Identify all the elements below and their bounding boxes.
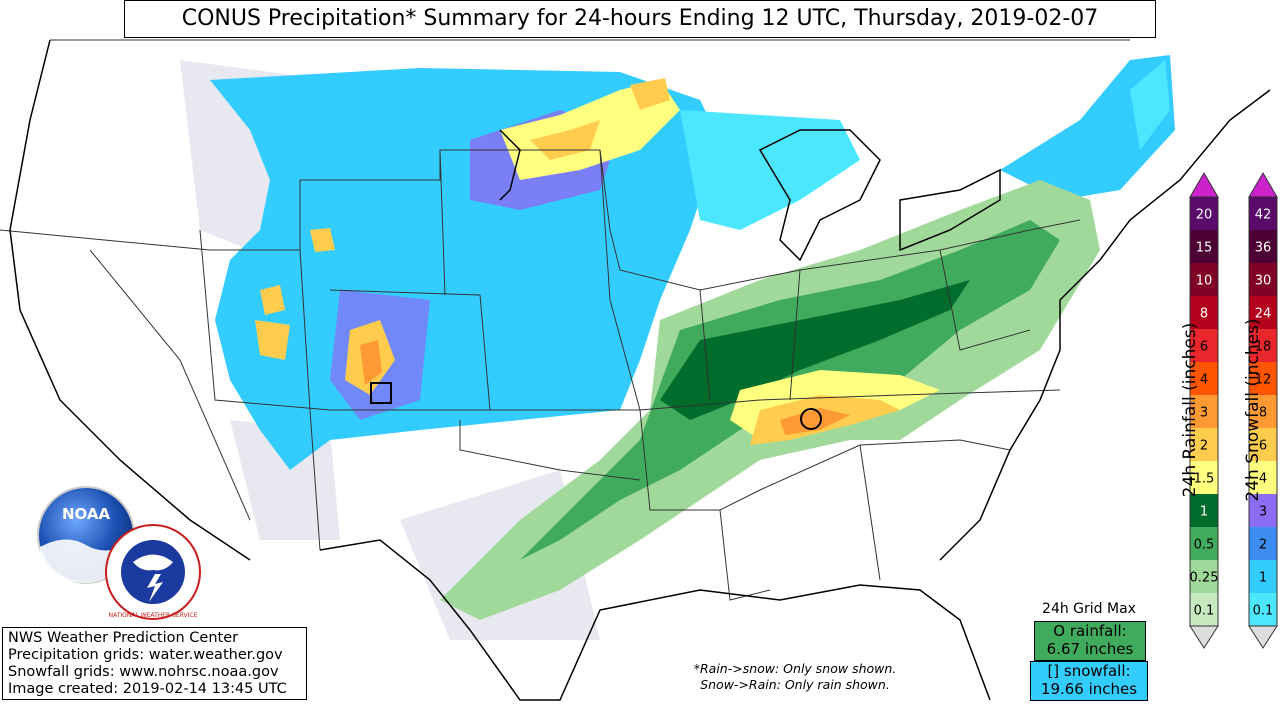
colorbar-tick-label: 4 — [1259, 472, 1267, 487]
colorbar-tick-label: 1 — [1200, 505, 1208, 520]
footnote-line: Snow->Rain: Only rain shown. — [700, 677, 890, 692]
colorbar-tick-label: 0.1 — [1253, 604, 1274, 619]
colorbar-tick-label: 1 — [1259, 571, 1267, 586]
colorbar-segment — [1190, 230, 1218, 263]
colorbar-segment — [1190, 560, 1218, 593]
colorbar-segment — [1249, 329, 1277, 362]
colorbar-tick-label: 2 — [1200, 439, 1208, 454]
colorbar-tick-label: 6 — [1200, 340, 1208, 355]
snow-colorbar: 42 36 30 24 18 12 8 6 4 3 2 1 0.1 — [1248, 172, 1278, 649]
snowfall-region — [210, 55, 1175, 470]
snowfall-max-marker — [370, 382, 392, 404]
snow-colorbar-label: 24h Snowfall (inches) — [1243, 318, 1263, 502]
colorbar-segment — [1249, 230, 1277, 263]
colorbar-segment — [1249, 560, 1277, 593]
colorbar-outline — [1248, 196, 1278, 627]
svg-text:NATIONAL WEATHER SERVICE: NATIONAL WEATHER SERVICE — [109, 612, 198, 619]
snowfall-max-value: 19.66 inches — [1040, 680, 1138, 698]
colorbar-segment — [1190, 593, 1218, 626]
state-boundaries — [0, 39, 1130, 601]
colorbar-outline — [1189, 196, 1219, 627]
colorbar-tick-label: 0.5 — [1194, 538, 1215, 553]
colorbar-tick-label: 1.5 — [1194, 472, 1215, 487]
info-line: Precipitation grids: water.weather.gov — [8, 647, 283, 663]
rainfall-max-marker — [800, 408, 822, 430]
colorbar-tick-label: 6 — [1259, 439, 1267, 454]
colorbar-segment — [1249, 527, 1277, 560]
colorbar-tick-label: 2 — [1259, 538, 1267, 553]
rainfall-max-value: 6.67 inches — [1046, 640, 1134, 658]
colorbar-segment — [1190, 461, 1218, 494]
colorbar-segment — [1249, 593, 1277, 626]
rainfall-max-box: O rainfall: 6.67 inches — [1034, 621, 1146, 661]
colorbar-tick-label: 4 — [1200, 373, 1208, 388]
colorbar-segment — [1190, 395, 1218, 428]
colorbar-tick-label: 42 — [1255, 208, 1272, 223]
colorbar-segment — [1249, 494, 1277, 527]
rain-colorbar: 20 15 10 8 6 4 3 2 1.5 1 0.5 0.25 0.1 — [1189, 172, 1219, 649]
info-line: Snowfall grids: www.nohrsc.noaa.gov — [8, 664, 279, 680]
map-title: CONUS Precipitation* Summary for 24-hour… — [124, 0, 1156, 38]
colorbar-segment — [1249, 362, 1277, 395]
footnote-line: *Rain->snow: Only snow shown. — [693, 661, 897, 676]
coastlines — [9, 39, 1271, 701]
colorbar-tick-label: 12 — [1255, 373, 1272, 388]
snowfall-max-label: [] snowfall: — [1047, 662, 1131, 680]
colorbar-segment — [1249, 263, 1277, 296]
nws-logo: NATIONAL WEATHER SERVICE — [105, 524, 201, 620]
colorbar-segment — [1249, 428, 1277, 461]
colorbar-tick-label: 24 — [1255, 307, 1272, 322]
footnote: *Rain->snow: Only snow shown. Snow->Rain… — [660, 661, 930, 693]
info-line: NWS Weather Prediction Center — [8, 630, 239, 646]
rainfall-max-label: O rainfall: — [1053, 622, 1127, 640]
colorbar-tick-label: 36 — [1255, 241, 1272, 256]
info-line: Image created: 2019-02-14 13:45 UTC — [8, 681, 287, 697]
colorbar-segment — [1190, 296, 1218, 329]
grid-max-title: 24h Grid Max — [1042, 601, 1136, 617]
svg-text:NOAA: NOAA — [62, 505, 111, 523]
colorbar-tick-label: 3 — [1259, 505, 1267, 520]
colorbar-segment — [1249, 461, 1277, 494]
colorbar-tick-label: 3 — [1200, 406, 1208, 421]
colorbar-tick-label: 8 — [1259, 406, 1267, 421]
colorbar-segment — [1190, 527, 1218, 560]
colorbar-tick-label: 30 — [1255, 274, 1272, 289]
info-box: NWS Weather Prediction Center Precipitat… — [2, 627, 307, 700]
colorbar-tick-label: 10 — [1196, 274, 1213, 289]
colorbar-segment — [1190, 362, 1218, 395]
colorbar-segment — [1249, 296, 1277, 329]
colorbar-tick-label: 0.1 — [1194, 604, 1215, 619]
colorbar-segment — [1190, 494, 1218, 527]
colorbar-segment — [1190, 197, 1218, 230]
colorbar-tick-label: 8 — [1200, 307, 1208, 322]
colorbar-tick-label: 15 — [1196, 241, 1213, 256]
rain-colorbar-label: 24h Rainfall (inches) — [1180, 322, 1200, 498]
colorbar-tick-label: 0.25 — [1190, 571, 1219, 586]
colorbar-segment — [1190, 329, 1218, 362]
colorbar-segment — [1190, 428, 1218, 461]
colorbar-tick-label: 18 — [1255, 340, 1272, 355]
snowfall-max-box: [] snowfall: 19.66 inches — [1030, 661, 1148, 701]
colorbar-tick-label: 20 — [1196, 208, 1213, 223]
colorbar-segment — [1249, 395, 1277, 428]
colorbar-segment — [1190, 263, 1218, 296]
colorbar-segment — [1249, 197, 1277, 230]
